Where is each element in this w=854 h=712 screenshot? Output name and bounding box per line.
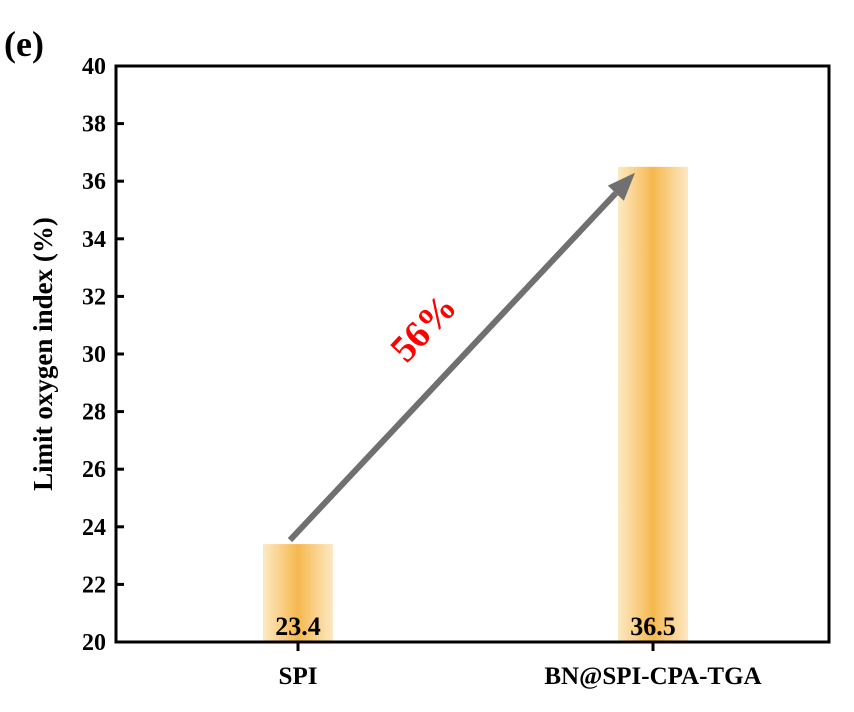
bar-value-label: 23.4 xyxy=(275,612,321,641)
arrow-shaft xyxy=(287,191,619,543)
plot-frame xyxy=(114,64,831,644)
y-tick-label: 22 xyxy=(82,572,106,598)
arrow-head xyxy=(607,172,635,201)
panel-label: (e) xyxy=(4,24,44,64)
y-tick-label: 40 xyxy=(82,54,106,80)
y-tick-label: 28 xyxy=(82,400,106,426)
y-tick-label: 20 xyxy=(82,630,106,656)
x-axis-labels: SPI BN@SPI-CPA-TGA xyxy=(279,642,762,690)
y-tick-label: 24 xyxy=(82,515,106,541)
increase-arrow: 56% xyxy=(287,172,635,543)
bar-value-label: 36.5 xyxy=(630,612,676,641)
y-tick-label: 32 xyxy=(82,284,106,310)
y-tick-label: 36 xyxy=(82,169,106,195)
x-tick-label: SPI xyxy=(279,663,318,690)
y-axis-ticks: 20 22 24 26 28 30 32 34 36 38 40 xyxy=(82,54,124,656)
bar xyxy=(263,544,333,642)
percent-increase-label: 56% xyxy=(382,286,465,370)
y-tick-label: 38 xyxy=(82,112,106,138)
x-tick-label: BN@SPI-CPA-TGA xyxy=(544,663,761,690)
y-tick-label: 34 xyxy=(82,227,106,253)
y-axis-title: Limit oxygen index (%) xyxy=(28,217,58,491)
y-tick-label: 26 xyxy=(82,457,106,483)
bar xyxy=(618,166,688,643)
bars: 23.4 36.5 xyxy=(263,166,688,643)
y-tick-label: 30 xyxy=(82,342,106,368)
